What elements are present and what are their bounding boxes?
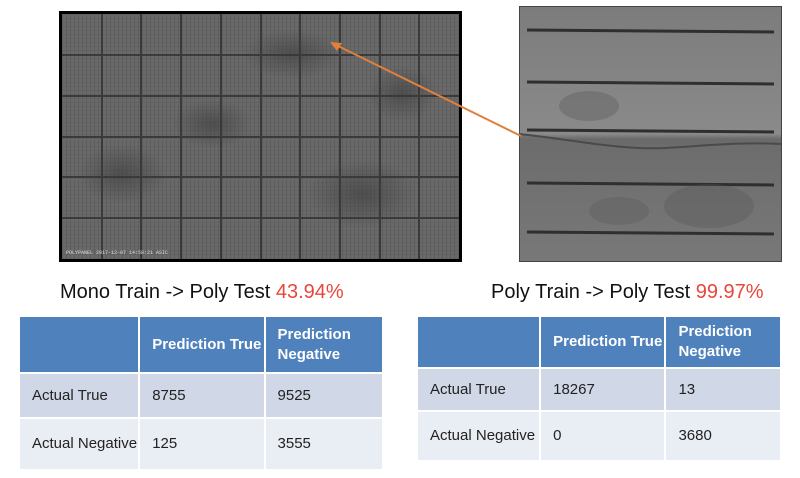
header-prediction-true: Prediction True	[539, 315, 667, 369]
poly-confusion-matrix: Prediction True Prediction Negative Actu…	[415, 315, 782, 462]
cell-value: 18267	[539, 367, 667, 412]
zoomed-cell-image	[519, 6, 782, 262]
cell-value: 3555	[263, 417, 385, 471]
cell-value: 13	[664, 367, 782, 412]
row-label: Actual Negative	[17, 417, 141, 471]
cell-value: 9525	[263, 372, 385, 419]
mono-heading-text: Mono Train -> Poly Test	[60, 281, 276, 303]
cell-value: 8755	[138, 372, 266, 419]
header-empty	[17, 315, 141, 374]
poly-accuracy: 99.97%	[695, 281, 764, 303]
header-empty	[415, 315, 542, 369]
row-label: Actual True	[17, 372, 141, 419]
solar-panel-grid: POLYPANEL 2017-12-07 14:58:21 ASIC	[62, 14, 459, 259]
cell-value: 3680	[664, 410, 782, 462]
poly-heading: Poly Train -> Poly Test 99.97%	[491, 281, 764, 304]
header-prediction-negative: Prediction Negative	[263, 315, 385, 374]
solar-panel-image: POLYPANEL 2017-12-07 14:58:21 ASIC	[59, 11, 462, 262]
row-label: Actual True	[415, 367, 542, 412]
cell-value: 0	[539, 410, 667, 462]
zoomed-cell-svg	[519, 6, 782, 262]
mono-accuracy: 43.94%	[275, 281, 344, 303]
row-label: Actual Negative	[415, 410, 542, 462]
mono-confusion-matrix: Prediction True Prediction Negative Actu…	[17, 315, 385, 471]
mono-heading: Mono Train -> Poly Test 43.94%	[60, 281, 344, 304]
header-prediction-true: Prediction True	[138, 315, 266, 374]
cell-value: 125	[138, 417, 266, 471]
poly-heading-text: Poly Train -> Poly Test	[491, 281, 696, 303]
header-prediction-negative: Prediction Negative	[664, 315, 782, 369]
panel-caption: POLYPANEL 2017-12-07 14:58:21 ASIC	[66, 250, 168, 256]
